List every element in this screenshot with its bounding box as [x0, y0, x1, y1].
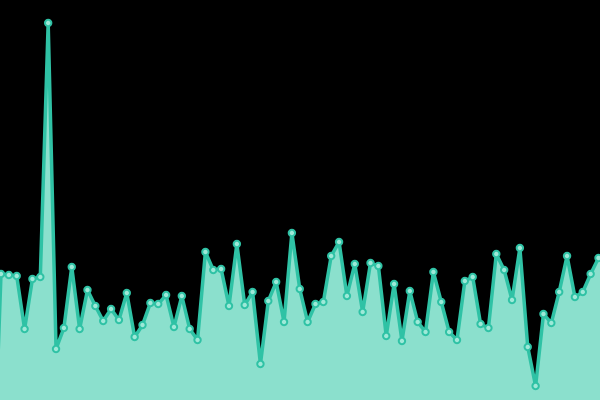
data-point-marker[interactable] [83, 285, 92, 295]
data-point-marker[interactable] [130, 332, 139, 342]
data-point-marker[interactable] [99, 316, 108, 326]
data-point-marker[interactable] [374, 261, 383, 271]
data-point-marker[interactable] [161, 290, 171, 300]
data-point-marker[interactable] [319, 297, 328, 307]
data-point-marker[interactable] [515, 243, 525, 253]
data-point-marker[interactable] [28, 274, 37, 284]
data-point-marker[interactable] [232, 239, 242, 249]
data-point-marker[interactable] [444, 327, 454, 337]
data-point-marker[interactable] [201, 247, 210, 257]
data-point-marker[interactable] [468, 272, 477, 282]
data-point-marker[interactable] [523, 342, 532, 352]
data-point-marker[interactable] [531, 381, 540, 391]
data-point-marker[interactable] [554, 287, 564, 297]
area-fill [0, 23, 600, 400]
data-point-marker[interactable] [476, 319, 485, 329]
data-point-marker[interactable] [12, 271, 21, 281]
data-point-marker[interactable] [499, 265, 509, 275]
data-point-marker[interactable] [547, 318, 556, 328]
data-point-marker[interactable] [287, 228, 297, 238]
data-point-marker[interactable] [562, 251, 572, 261]
data-point-marker[interactable] [507, 295, 517, 305]
data-point-marker[interactable] [578, 287, 587, 297]
data-point-marker[interactable] [350, 259, 359, 269]
data-point-marker[interactable] [303, 317, 312, 327]
data-point-marker[interactable] [75, 324, 84, 334]
data-point-marker[interactable] [397, 336, 407, 346]
data-point-marker[interactable] [484, 323, 493, 333]
data-point-marker[interactable] [366, 258, 375, 268]
data-point-marker[interactable] [248, 287, 257, 297]
data-point-marker[interactable] [209, 265, 218, 275]
data-point-marker[interactable] [43, 18, 53, 28]
data-point-marker[interactable] [271, 277, 281, 287]
data-point-marker[interactable] [437, 297, 446, 307]
data-point-markers [0, 18, 600, 391]
data-point-marker[interactable] [51, 344, 61, 354]
data-point-marker[interactable] [4, 270, 14, 280]
data-point-marker[interactable] [256, 359, 265, 369]
data-point-marker[interactable] [492, 249, 501, 259]
data-point-marker[interactable] [224, 301, 234, 311]
data-point-marker[interactable] [114, 315, 124, 325]
data-point-marker[interactable] [539, 309, 548, 319]
data-point-marker[interactable] [405, 286, 415, 296]
data-point-marker[interactable] [413, 317, 422, 327]
data-point-marker[interactable] [216, 264, 226, 274]
data-point-marker[interactable] [460, 276, 470, 286]
data-point-marker[interactable] [169, 322, 179, 332]
data-point-marker[interactable] [382, 331, 391, 341]
data-point-marker[interactable] [59, 323, 69, 333]
data-point-marker[interactable] [20, 324, 29, 334]
data-point-marker[interactable] [570, 292, 580, 302]
data-point-marker[interactable] [67, 262, 76, 272]
data-point-marker[interactable] [389, 279, 399, 289]
data-point-marker[interactable] [429, 267, 438, 277]
data-point-marker[interactable] [311, 299, 320, 309]
data-point-marker[interactable] [193, 335, 202, 345]
data-point-marker[interactable] [146, 298, 155, 308]
data-point-marker[interactable] [452, 335, 462, 345]
data-point-marker[interactable] [0, 269, 6, 279]
data-point-marker[interactable] [264, 296, 273, 306]
data-point-marker[interactable] [177, 291, 187, 301]
data-point-marker[interactable] [106, 304, 116, 314]
data-point-marker[interactable] [327, 251, 336, 261]
data-point-marker[interactable] [154, 299, 163, 309]
data-point-marker[interactable] [240, 300, 249, 310]
data-point-marker[interactable] [91, 301, 100, 311]
data-point-marker[interactable] [122, 288, 131, 298]
data-point-marker[interactable] [421, 327, 430, 337]
data-point-marker[interactable] [334, 237, 344, 247]
data-point-marker[interactable] [36, 272, 45, 282]
data-point-marker[interactable] [185, 324, 194, 334]
data-point-marker[interactable] [295, 284, 304, 294]
data-point-marker[interactable] [594, 253, 600, 263]
data-point-marker[interactable] [342, 291, 352, 301]
data-point-marker[interactable] [138, 320, 147, 330]
data-point-marker[interactable] [358, 307, 367, 317]
data-point-marker[interactable] [279, 317, 289, 327]
data-point-marker[interactable] [586, 269, 595, 279]
